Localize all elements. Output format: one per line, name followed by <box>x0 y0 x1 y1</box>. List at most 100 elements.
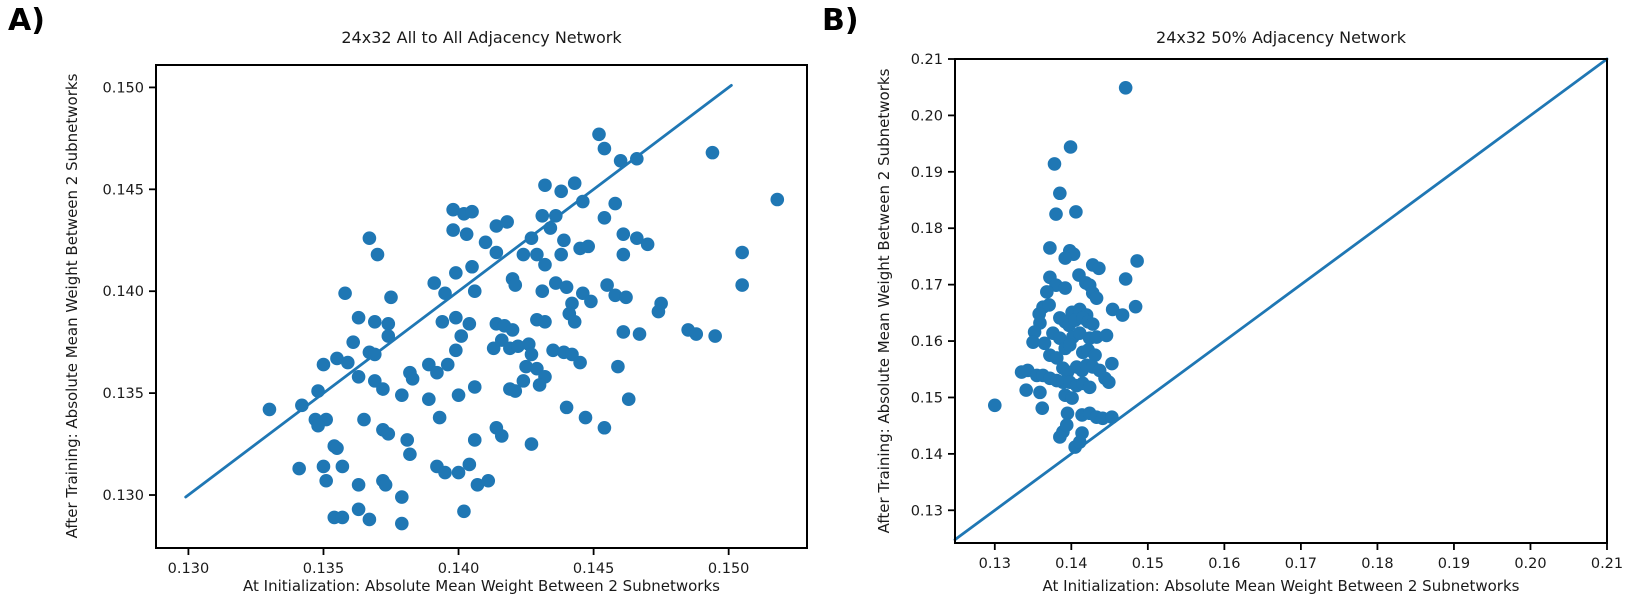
x-tick-label: 0.20 <box>1514 556 1546 572</box>
scatter-point <box>554 184 568 199</box>
scatter-point <box>351 478 366 492</box>
x-tick-label: 0.16 <box>1208 556 1240 572</box>
scatter-point <box>705 145 720 160</box>
scatter-point <box>470 478 485 492</box>
y-tick-label: 0.13 <box>911 503 943 519</box>
scatter-point <box>1043 241 1057 255</box>
scatter-point <box>521 337 536 352</box>
scatter-point <box>465 259 479 274</box>
scatter-point <box>316 357 331 372</box>
scatter-point <box>1063 140 1078 154</box>
scatter-point <box>465 204 479 219</box>
scatter-point <box>559 400 574 415</box>
scatter-point <box>1033 385 1047 400</box>
panel-b-label: B) <box>822 3 859 38</box>
scatter-point <box>395 490 409 504</box>
panel-b-plot: 0.13 0.14 0.15 0.16 0.17 0.18 0.19 0.20 0.21 0.13… <box>911 52 1623 572</box>
scatter-point <box>467 284 482 299</box>
scatter-point <box>292 461 306 476</box>
scatter-point <box>578 410 593 425</box>
panel-a-title: 24x32 All to All Adjacency Network <box>341 28 622 47</box>
scatter-point <box>467 433 482 447</box>
panel-a-label: A) <box>8 3 45 38</box>
scatter-point <box>1049 351 1064 365</box>
scatter-point <box>400 433 415 447</box>
scatter-point <box>1089 291 1104 305</box>
scatter-point <box>438 465 452 480</box>
scatter-point <box>651 304 666 319</box>
scatter-point <box>319 473 333 488</box>
scatter-point <box>1053 430 1067 444</box>
scatter-point <box>451 388 466 402</box>
scatter-point <box>381 329 396 343</box>
scatter-point <box>548 209 563 223</box>
panel-b-title: 24x32 50% Adjacency Network <box>1156 28 1406 47</box>
scatter-point <box>1060 406 1075 421</box>
scatter-point <box>449 343 463 358</box>
scatter-point <box>505 323 520 337</box>
scatter-point <box>1062 338 1077 352</box>
scatter-point <box>689 327 704 341</box>
scatter-point <box>446 223 460 237</box>
y-tick-label: 0.15 <box>911 390 943 406</box>
scatter-point <box>516 374 531 388</box>
x-tick-label: 0.18 <box>1361 556 1393 572</box>
scatter-point <box>1053 331 1067 346</box>
scatter-point <box>575 194 590 209</box>
scatter-point <box>611 359 625 374</box>
scatter-point <box>524 347 539 362</box>
scatter-point <box>489 219 504 233</box>
x-tick-label: 0.17 <box>1285 556 1317 572</box>
scatter-point <box>370 247 385 262</box>
scatter-point <box>554 247 568 262</box>
scatter-point <box>597 420 612 435</box>
scatter-point <box>735 245 749 260</box>
scatter-point <box>987 398 1002 413</box>
scatter-point <box>1049 207 1063 221</box>
scatter-point <box>454 329 469 343</box>
y-tick-label: 0.135 <box>102 386 144 402</box>
scatter-point <box>1085 317 1100 331</box>
scatter-point <box>508 278 523 292</box>
scatter-point <box>573 355 587 370</box>
scatter-point <box>381 427 396 441</box>
panel-b-xlabel: At Initialization: Absolute Mean Weight … <box>1042 577 1520 595</box>
y-tick-label: 0.20 <box>911 108 943 124</box>
scatter-point <box>770 192 785 207</box>
plot-frame <box>155 64 808 549</box>
scatter-point <box>524 437 539 451</box>
scatter-point <box>1042 298 1056 312</box>
scatter-point <box>1130 254 1144 268</box>
scatter-point <box>438 286 452 301</box>
scatter-point <box>405 372 420 386</box>
scatter-point <box>1082 380 1097 395</box>
scatter-point <box>335 510 350 525</box>
scatter-point <box>435 314 450 329</box>
scatter-point <box>616 247 631 262</box>
y-tick-label: 0.16 <box>911 334 943 350</box>
scatter-point <box>535 284 550 299</box>
scatter-point <box>1037 336 1052 351</box>
scatter-point <box>362 231 377 246</box>
scatter-point <box>511 339 525 354</box>
x-tick-label: 0.14 <box>1055 556 1087 572</box>
scatter-point <box>330 441 344 455</box>
scatter-point <box>1065 391 1079 405</box>
scatter-point <box>567 314 582 329</box>
scatter-point <box>395 388 409 402</box>
scatter-point <box>608 196 623 211</box>
scatter-point <box>530 247 544 262</box>
scatter-point <box>567 176 582 191</box>
y-tick-label: 0.130 <box>102 488 144 504</box>
y-tick-label: 0.14 <box>911 447 943 463</box>
scatter-point <box>368 347 382 362</box>
y-tick-label: 0.17 <box>911 278 943 294</box>
scatter-point <box>459 227 474 241</box>
scatter-point <box>557 233 571 248</box>
scatter-point <box>432 410 447 425</box>
scatter-point <box>1105 356 1119 371</box>
scatter-point <box>478 235 493 250</box>
y-tick-label: 0.19 <box>911 165 943 181</box>
scatter-point <box>351 370 366 384</box>
scatter-point <box>535 209 550 223</box>
